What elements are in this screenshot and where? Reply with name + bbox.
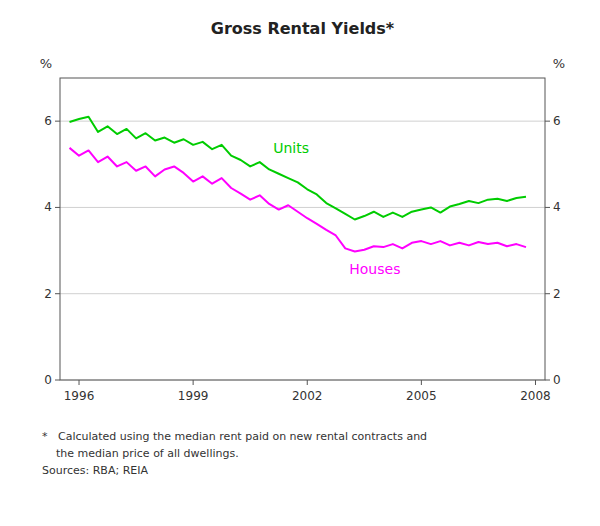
footnote: the median price of all dwellings.: [42, 447, 239, 460]
y2-tick-label: 4: [553, 200, 561, 214]
grid-line: [60, 293, 545, 294]
plot-area: [70, 117, 526, 252]
y-tick: [55, 380, 60, 381]
grid-line: [60, 121, 545, 122]
y-tick: [55, 293, 60, 294]
y-tick: [55, 121, 60, 122]
y2-tick-label: 0: [553, 373, 561, 387]
x-tick: [307, 380, 308, 385]
y-tick-label: 6: [44, 114, 52, 128]
x-tick-label: 2002: [292, 389, 323, 403]
x-tick-label: 1996: [64, 389, 95, 403]
plot-frame: [60, 78, 545, 380]
x-tick-label: 2005: [406, 389, 437, 403]
x-tick: [79, 380, 80, 385]
x-tick-label: 1999: [178, 389, 209, 403]
series-label: Houses: [349, 261, 400, 277]
series-label: Units: [273, 140, 309, 156]
x-tick: [193, 380, 194, 385]
y2-tick-label: 6: [553, 114, 561, 128]
y2-tick: [545, 293, 550, 294]
series-line: [70, 148, 526, 252]
title: Gross Rental Yields*: [211, 19, 395, 38]
y2-tick: [545, 380, 550, 381]
x-tick: [421, 380, 422, 385]
y2-axis-label: %: [553, 56, 565, 71]
y-axis-label: %: [40, 56, 52, 71]
y-tick-label: 0: [44, 373, 52, 387]
series-line: [70, 117, 526, 220]
chart: Gross Rental Yields*%% 0 2 4 6 0 2 4 6 1996 1999 20…: [0, 0, 600, 526]
y-tick: [55, 207, 60, 208]
x-tick-label: 2008: [520, 389, 551, 403]
footnote: * Calculated using the median rent paid …: [42, 430, 427, 443]
y2-tick-label: 2: [553, 287, 561, 301]
y2-tick: [545, 121, 550, 122]
y-tick-label: 4: [44, 200, 52, 214]
grid-line: [60, 207, 545, 208]
y-tick-label: 2: [44, 287, 52, 301]
footnote: Sources: RBA; REIA: [42, 464, 148, 477]
x-tick: [535, 380, 536, 385]
y2-tick: [545, 207, 550, 208]
